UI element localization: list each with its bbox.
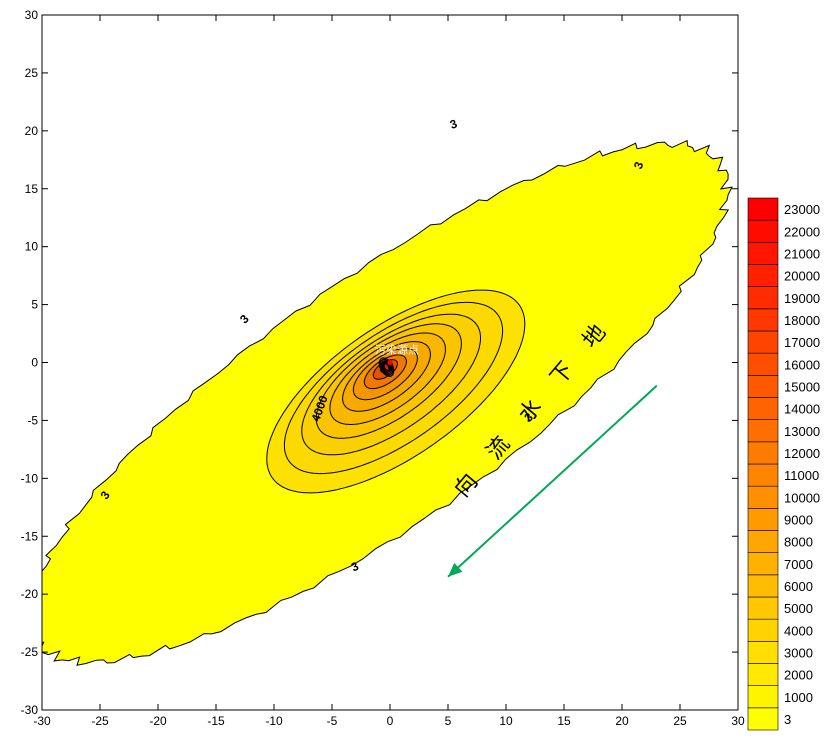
colorbar-swatch <box>747 397 779 420</box>
y-tick-label: -5 <box>27 413 38 427</box>
colorbar-swatch <box>747 286 779 310</box>
colorbar-swatch <box>747 352 779 376</box>
colorbar-swatch <box>747 375 779 398</box>
colorbar-label: 6000 <box>784 579 813 594</box>
colorbar-label: 2000 <box>784 668 813 683</box>
y-tick-label: 5 <box>31 298 38 312</box>
colorbar-label: 11000 <box>784 468 819 483</box>
y-tick-label: 0 <box>31 356 38 370</box>
x-tick-label: 30 <box>731 714 745 728</box>
pollution-source: 污染源点 <box>375 343 419 366</box>
colorbar-label: 23000 <box>784 202 820 217</box>
colorbar-label: 14000 <box>784 402 820 417</box>
colorbar-label: 21000 <box>784 246 820 261</box>
x-tick-label: 5 <box>445 714 452 728</box>
y-tick-label: -15 <box>21 529 39 543</box>
y-tick-label: -25 <box>21 645 39 659</box>
colorbar-swatch <box>747 641 779 664</box>
colorbar-swatch <box>747 618 779 642</box>
colorbar-swatch <box>747 330 779 354</box>
colorbar-label: 22000 <box>784 224 820 239</box>
colorbar-label: 3 <box>784 712 791 727</box>
colorbar-label: 4000 <box>784 623 813 638</box>
y-tick-label: 10 <box>25 240 39 254</box>
colorbar-label: 16000 <box>784 357 820 372</box>
x-tick-label: 15 <box>557 714 571 728</box>
source-label: 污染源点 <box>375 343 419 357</box>
plot-axes: -30 -25 -20 -15 -10 -5 0 5 10 15 20 25 30-30-25-20-1… <box>21 8 745 728</box>
x-tick-label: -5 <box>327 714 338 728</box>
colorbar-swatch <box>747 552 779 576</box>
colorbar-swatch <box>747 441 779 465</box>
colorbar-label: 3000 <box>784 645 813 660</box>
colorbar-swatch <box>747 463 779 487</box>
colorbar-label: 12000 <box>784 446 820 461</box>
y-tick-label: -10 <box>21 471 39 485</box>
contour-label: 3 <box>631 159 647 170</box>
y-tick-label: -20 <box>21 587 39 601</box>
colorbar-swatch <box>747 197 779 221</box>
y-tick-label: -30 <box>21 703 39 717</box>
colorbar-swatch <box>747 264 779 287</box>
y-tick-label: 15 <box>25 182 39 196</box>
colorbar-label: 5000 <box>784 601 813 616</box>
colorbar-swatch <box>747 663 779 686</box>
colorbar-swatch <box>747 419 779 443</box>
colorbar-swatch <box>747 530 779 553</box>
colorbar-label: 20000 <box>784 269 820 284</box>
colorbar-label: 7000 <box>784 557 813 572</box>
core-contour-line <box>383 363 390 372</box>
y-tick-label: 25 <box>25 66 39 80</box>
x-tick-label: 20 <box>615 714 629 728</box>
colorbar-label: 19000 <box>784 291 820 306</box>
y-tick-label: 20 <box>25 124 39 138</box>
colorbar-label: 9000 <box>784 512 813 527</box>
colorbar-label: 10000 <box>784 490 820 505</box>
x-tick-label: 25 <box>673 714 687 728</box>
x-tick-label: -25 <box>91 714 109 728</box>
colorbar-swatch <box>747 308 779 332</box>
x-tick-label: 0 <box>387 714 394 728</box>
colorbar-swatch <box>747 485 779 509</box>
source-point <box>387 359 393 366</box>
colorbar-label: 17000 <box>784 335 820 350</box>
colorbar-swatch <box>747 574 779 598</box>
colorbar-swatch <box>747 596 779 620</box>
colorbar-label: 13000 <box>784 424 820 439</box>
contour-label: 3 <box>448 116 459 132</box>
colorbar-label: 1000 <box>784 690 813 705</box>
core-contour-line <box>381 360 392 374</box>
x-tick-label: -10 <box>265 714 283 728</box>
colorbar-label: 18000 <box>784 313 820 328</box>
plume-contours <box>42 139 733 666</box>
colorbar-swatch <box>747 685 779 709</box>
colorbar-swatch <box>747 707 779 731</box>
flow-arrow-head <box>448 562 463 577</box>
flow-arrow-line <box>447 384 658 578</box>
colorbar-swatch <box>747 219 779 243</box>
x-tick-label: -20 <box>149 714 167 728</box>
colorbar: 3 1000 2000 3000 4000 5000 6000 7000 8000 9000 100… <box>747 197 820 731</box>
colorbar-label: 8000 <box>784 535 813 550</box>
x-tick-label: 10 <box>499 714 513 728</box>
contour-label: 3 <box>237 312 252 327</box>
colorbar-swatch <box>747 242 779 265</box>
colorbar-label: 15000 <box>784 379 820 394</box>
colorbar-swatch <box>747 508 779 531</box>
x-tick-label: -15 <box>207 714 225 728</box>
core-contour-line <box>382 361 391 373</box>
y-tick-label: 30 <box>25 8 39 22</box>
x-tick-label: -30 <box>33 714 51 728</box>
